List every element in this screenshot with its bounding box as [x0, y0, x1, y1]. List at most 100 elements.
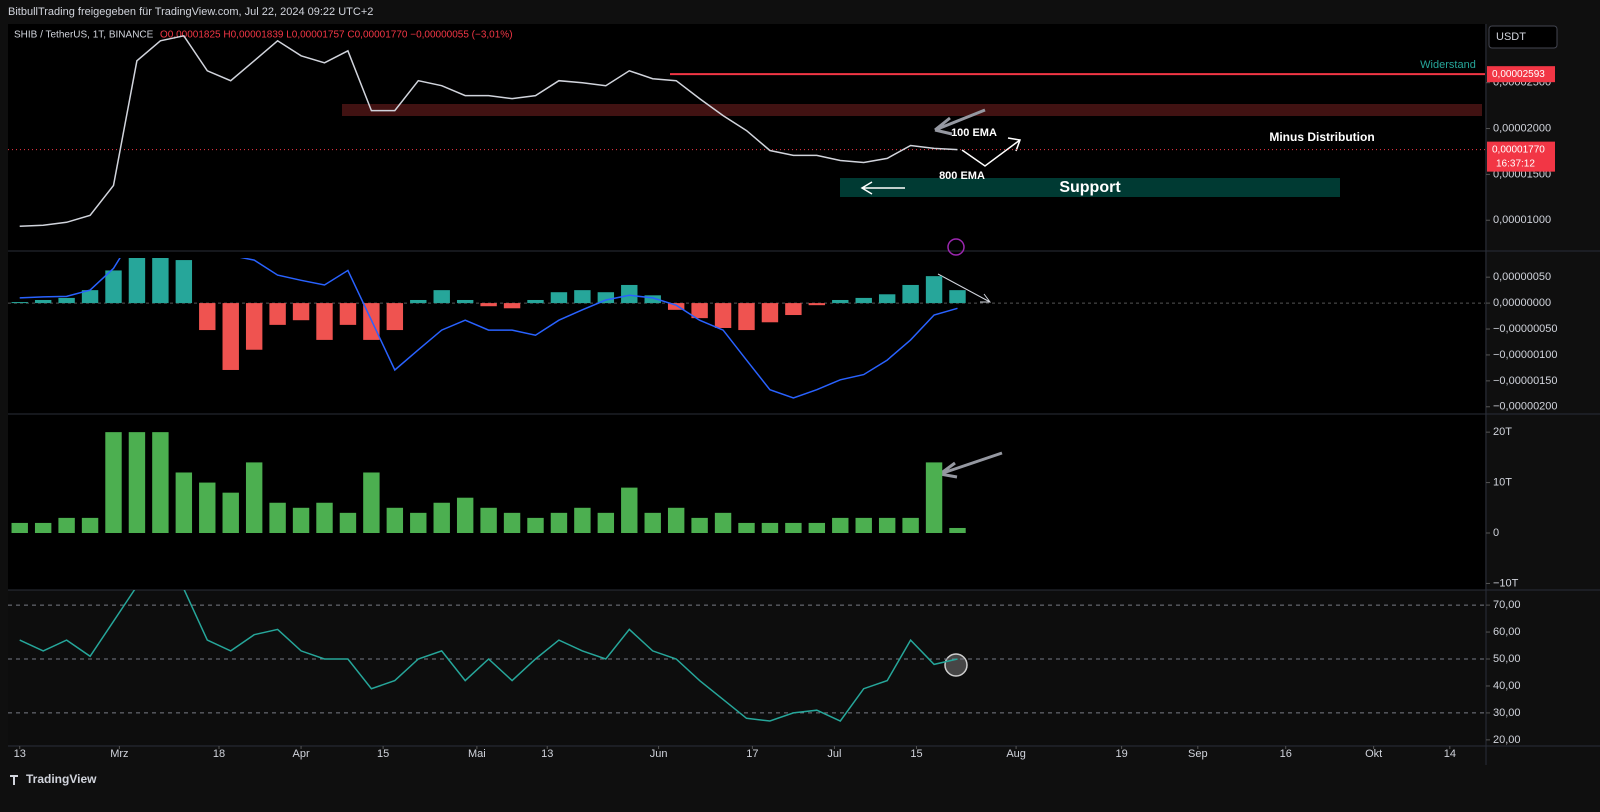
bar: [714, 303, 732, 328]
bar: [550, 292, 568, 304]
pane: [8, 590, 1485, 722]
bar: [644, 512, 661, 534]
y-tick-label: −0,00000200: [1493, 401, 1558, 413]
bar: [269, 303, 286, 325]
bar: [175, 260, 193, 304]
series-line: [19, 590, 958, 722]
bar: [410, 299, 427, 304]
x-tick-label: 15: [910, 748, 922, 760]
bar: [574, 290, 591, 304]
bar: [785, 303, 802, 316]
rsi-pane-bg: [8, 590, 1485, 745]
bar: [433, 502, 450, 534]
bar: [292, 507, 310, 534]
highlight-circle: [944, 653, 968, 677]
series-line: [19, 34, 958, 227]
price-tag: [1487, 66, 1555, 83]
x-tick-label: 17: [746, 748, 758, 760]
bar: [621, 487, 638, 534]
annotation: 800 EMA: [939, 170, 985, 182]
bar: [878, 517, 896, 534]
x-tick-label: Mrz: [110, 748, 128, 760]
annotation: Minus Distribution: [1269, 130, 1374, 144]
bar: [81, 517, 99, 534]
bar: [714, 512, 732, 534]
bar: [527, 299, 544, 304]
bar: [128, 432, 146, 534]
bar: [597, 292, 615, 304]
bar: [761, 522, 779, 534]
bar: [667, 303, 685, 310]
bar: [152, 432, 169, 534]
bar: [363, 472, 380, 534]
bar: [902, 517, 919, 534]
x-tick-label: Okt: [1365, 748, 1382, 760]
price-tag: [1487, 141, 1555, 172]
bar: [480, 303, 497, 307]
x-tick-label: 18: [213, 748, 225, 760]
y-tick-label: 30,00: [1493, 707, 1521, 719]
bar: [832, 299, 849, 304]
x-tick-label: 16: [1280, 748, 1292, 760]
share-title: BitbullTrading freigegeben für TradingVi…: [8, 6, 373, 18]
bar: [949, 527, 966, 534]
pane: [8, 34, 1485, 227]
x-tick-label: 15: [377, 748, 389, 760]
bar: [785, 522, 802, 534]
price-tag-label: 0,00002593: [1492, 69, 1545, 80]
bar: [269, 502, 286, 534]
bar: [878, 294, 896, 304]
bar: [58, 517, 75, 534]
bar: [128, 258, 146, 304]
annotation: 100 EMA: [951, 127, 997, 139]
x-tick-label: 13: [14, 748, 26, 760]
bar: [597, 512, 615, 534]
x-tick-label: Sep: [1188, 748, 1208, 760]
bar: [105, 432, 122, 534]
currency[interactable]: USDT: [1496, 31, 1526, 43]
bar: [902, 284, 919, 304]
currency-button[interactable]: [1488, 25, 1558, 49]
bar: [808, 303, 826, 306]
bar: [292, 303, 310, 321]
annotation: Support: [1059, 179, 1121, 196]
bar: [925, 462, 943, 534]
bar: [339, 512, 357, 534]
bar: [574, 507, 591, 534]
y-tick-label: 60,00: [1493, 626, 1521, 638]
bar: [152, 258, 169, 304]
bar: [316, 502, 333, 534]
bar: [503, 512, 521, 534]
bar: [433, 290, 450, 304]
bar: [456, 497, 474, 534]
x-tick-label: 19: [1115, 748, 1127, 760]
bar: [855, 517, 872, 534]
arrow: [860, 181, 905, 195]
bar: [199, 482, 216, 534]
bar: [550, 512, 568, 534]
y-tick-label: 0,00002000: [1493, 122, 1551, 134]
brand-logo: [10, 775, 18, 785]
arrow: [939, 451, 1003, 479]
bar: [222, 492, 239, 534]
y-tick-label: 50,00: [1493, 653, 1521, 665]
bar: [410, 512, 427, 534]
x-tick-label: Jul: [827, 748, 841, 760]
y-tick-label: 10T: [1493, 476, 1512, 488]
bar: [386, 303, 404, 331]
annotation: Widerstand: [1420, 59, 1476, 71]
bar: [503, 303, 521, 309]
y-tick-label: 70,00: [1493, 599, 1521, 611]
y-tick-label: 0,00000050: [1493, 271, 1551, 283]
bar: [832, 517, 849, 534]
bar: [761, 303, 779, 323]
y-tick-label: −10T: [1493, 577, 1519, 589]
y-tick-label: 40,00: [1493, 680, 1521, 692]
y-tick-label: 20T: [1493, 426, 1512, 438]
event-icon[interactable]: [947, 238, 965, 256]
bar: [691, 517, 708, 534]
bar: [925, 276, 943, 304]
bar: [738, 303, 755, 331]
bar: [949, 290, 966, 304]
